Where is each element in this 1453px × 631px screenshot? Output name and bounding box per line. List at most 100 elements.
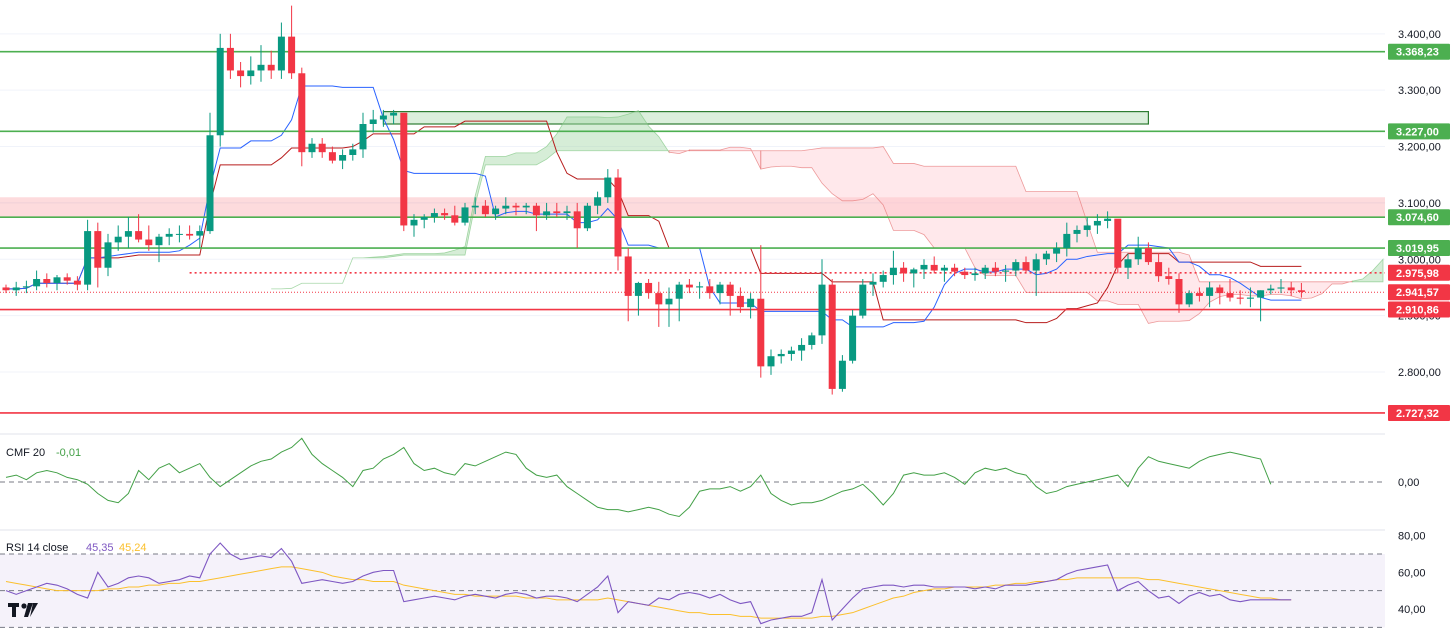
price-level-badge[interactable] xyxy=(1388,264,1450,281)
candle-body[interactable] xyxy=(859,284,867,316)
candle-body[interactable] xyxy=(1083,225,1091,230)
candle-body[interactable] xyxy=(502,205,510,209)
price-level-badge[interactable] xyxy=(1388,123,1450,140)
candle-body[interactable] xyxy=(1022,262,1030,271)
candle-body[interactable] xyxy=(685,284,693,288)
candle-body[interactable] xyxy=(420,217,428,220)
candle-body[interactable] xyxy=(84,231,92,285)
candle-body[interactable] xyxy=(206,135,214,232)
candle-body[interactable] xyxy=(1114,218,1122,268)
candle-body[interactable] xyxy=(787,350,795,354)
candle-body[interactable] xyxy=(696,286,704,288)
candle-body[interactable] xyxy=(1042,253,1050,260)
candle-body[interactable] xyxy=(604,177,612,198)
candle-body[interactable] xyxy=(247,70,255,77)
candle-body[interactable] xyxy=(471,205,479,208)
candle-body[interactable] xyxy=(1297,290,1305,292)
candle-body[interactable] xyxy=(114,236,122,243)
candle-body[interactable] xyxy=(63,277,71,281)
candle-body[interactable] xyxy=(532,205,540,216)
candle-body[interactable] xyxy=(961,271,969,276)
candle-body[interactable] xyxy=(614,177,622,257)
candle-body[interactable] xyxy=(1002,270,1010,272)
candle-body[interactable] xyxy=(196,231,204,236)
candle-body[interactable] xyxy=(165,233,173,237)
candle-body[interactable] xyxy=(441,213,449,216)
candle-body[interactable] xyxy=(1155,262,1163,277)
candle-body[interactable] xyxy=(1144,248,1152,263)
candle-body[interactable] xyxy=(553,211,561,214)
candle-body[interactable] xyxy=(971,273,979,276)
candle-body[interactable] xyxy=(481,205,489,215)
price-level-badge[interactable] xyxy=(1388,209,1450,226)
candle-body[interactable] xyxy=(1195,293,1203,296)
candle-body[interactable] xyxy=(226,47,234,71)
candle-body[interactable] xyxy=(757,298,765,367)
candle-body[interactable] xyxy=(492,208,500,215)
candle-body[interactable] xyxy=(1124,259,1132,268)
candle-body[interactable] xyxy=(104,242,112,268)
candle-body[interactable] xyxy=(1185,293,1193,305)
candle-body[interactable] xyxy=(869,281,877,285)
candle-body[interactable] xyxy=(1134,248,1142,260)
candle-body[interactable] xyxy=(288,36,296,74)
candle-body[interactable] xyxy=(277,36,285,71)
candle-body[interactable] xyxy=(665,298,673,305)
candle-body[interactable] xyxy=(73,280,81,285)
candle-body[interactable] xyxy=(930,264,938,271)
candle-body[interactable] xyxy=(675,284,683,299)
candle-body[interactable] xyxy=(889,267,897,276)
candle-body[interactable] xyxy=(981,267,989,274)
candle-body[interactable] xyxy=(543,211,551,216)
candle-body[interactable] xyxy=(798,344,806,351)
candle-body[interactable] xyxy=(583,205,591,229)
candle-body[interactable] xyxy=(1093,220,1101,226)
candle-body[interactable] xyxy=(1206,287,1214,296)
candle-body[interactable] xyxy=(430,213,438,217)
candle-body[interactable] xyxy=(175,233,183,235)
price-level-badge[interactable] xyxy=(1388,43,1450,60)
candle-body[interactable] xyxy=(624,256,632,296)
candle-body[interactable] xyxy=(645,282,653,294)
candle-body[interactable] xyxy=(379,115,387,120)
candle-body[interactable] xyxy=(53,277,61,283)
candle-body[interactable] xyxy=(512,205,520,208)
tradingview-logo-icon[interactable] xyxy=(8,603,38,617)
candle-body[interactable] xyxy=(1165,276,1173,279)
candle-body[interactable] xyxy=(1277,287,1285,289)
candle-body[interactable] xyxy=(298,73,306,153)
candle-body[interactable] xyxy=(747,298,755,308)
candle-body[interactable] xyxy=(318,143,326,153)
candle-body[interactable] xyxy=(991,267,999,272)
candle-body[interactable] xyxy=(216,47,224,136)
candle-body[interactable] xyxy=(951,267,959,272)
candle-body[interactable] xyxy=(308,143,316,153)
candle-body[interactable] xyxy=(522,205,530,208)
candle-body[interactable] xyxy=(1053,248,1061,254)
candle-body[interactable] xyxy=(777,353,785,357)
candle-body[interactable] xyxy=(94,231,102,268)
candle-body[interactable] xyxy=(1104,218,1112,221)
candle-body[interactable] xyxy=(410,219,418,226)
price-level-badge[interactable] xyxy=(1388,404,1450,421)
candle-body[interactable] xyxy=(879,275,887,282)
candle-body[interactable] xyxy=(910,269,918,274)
candle-body[interactable] xyxy=(1236,297,1244,299)
candle-body[interactable] xyxy=(390,112,398,116)
candle-body[interactable] xyxy=(920,264,928,270)
candle-body[interactable] xyxy=(257,64,265,71)
candle-body[interactable] xyxy=(2,287,10,291)
candles[interactable] xyxy=(2,5,1305,395)
candle-body[interactable] xyxy=(940,267,948,271)
candle-body[interactable] xyxy=(328,152,336,161)
candle-body[interactable] xyxy=(767,356,775,367)
candle-body[interactable] xyxy=(808,335,816,345)
candle-body[interactable] xyxy=(1267,288,1275,291)
candle-body[interactable] xyxy=(736,295,744,308)
candle-body[interactable] xyxy=(369,119,377,124)
candle-body[interactable] xyxy=(563,211,571,214)
candle-body[interactable] xyxy=(359,124,367,150)
candle-body[interactable] xyxy=(706,286,714,294)
candle-body[interactable] xyxy=(1175,279,1183,305)
candle-body[interactable] xyxy=(818,284,826,336)
